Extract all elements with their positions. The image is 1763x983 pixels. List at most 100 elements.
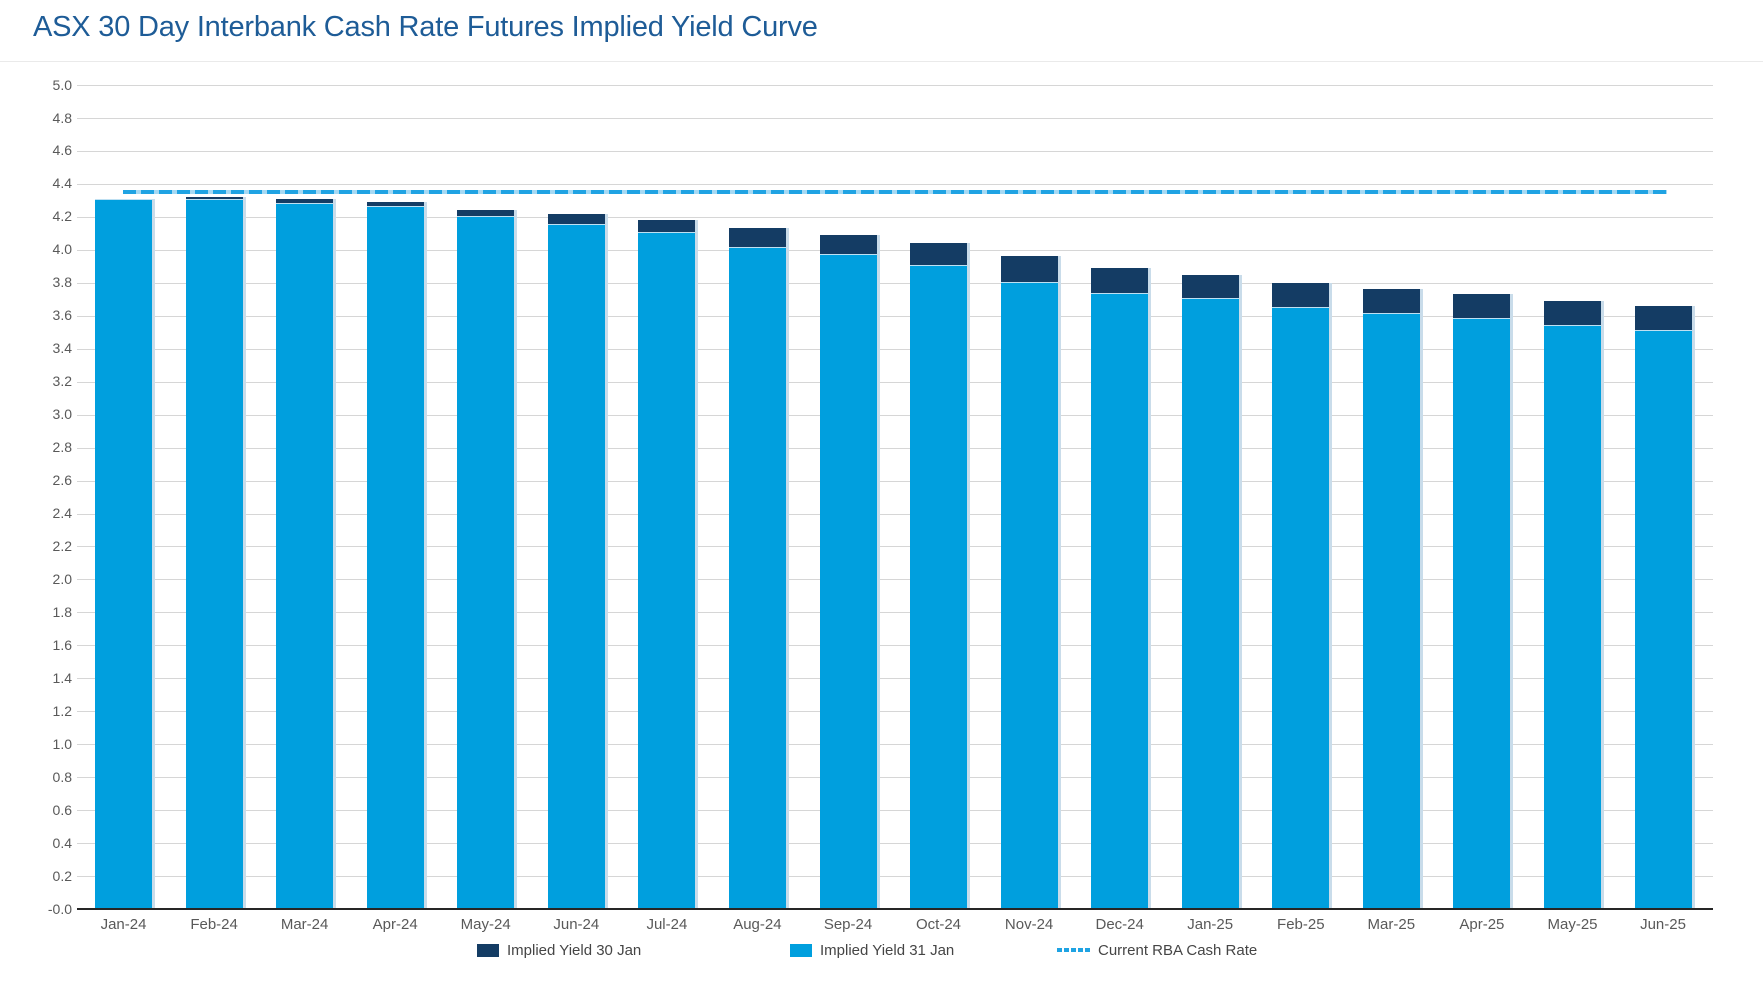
x-axis-tick-label: May-25 xyxy=(1547,916,1598,933)
legend-item-implied-yield-31-jan: Implied Yield 31 Jan xyxy=(790,941,954,959)
bar-implied-yield-31-jan-may-25 xyxy=(1544,324,1601,909)
title-divider xyxy=(0,61,1763,62)
legend-label-rba-cash-rate: Current RBA Cash Rate xyxy=(1098,941,1258,959)
bar-implied-yield-31-jan-dec-24 xyxy=(1091,293,1149,909)
y-axis-tick-label: 1.0 xyxy=(52,735,72,752)
x-axis-tick-label: Apr-25 xyxy=(1459,916,1505,933)
x-axis-tick-label: Feb-24 xyxy=(190,916,238,933)
y-axis-tick-label: 3.6 xyxy=(52,307,72,324)
x-axis-tick-label: Apr-24 xyxy=(372,916,418,933)
gridline xyxy=(77,744,1713,746)
bar-implied-yield-31-jan-jun-25 xyxy=(1634,329,1692,909)
y-axis-tick-label: 1.2 xyxy=(52,702,72,719)
y-axis-tick-label: 4.6 xyxy=(52,142,72,159)
bar-implied-yield-31-jan-jun-24 xyxy=(547,224,605,909)
x-axis-tick-label: Jun-25 xyxy=(1640,916,1686,933)
y-axis-tick-label: 3.8 xyxy=(52,274,72,291)
y-axis-tick-label: 2.0 xyxy=(52,570,72,587)
bar-implied-yield-31-jan-feb-25 xyxy=(1272,306,1330,909)
chart-title: ASX 30 Day Interbank Cash Rate Futures I… xyxy=(33,11,818,43)
gridline xyxy=(77,513,1713,515)
gridline xyxy=(77,447,1713,449)
y-axis-tick-label: 4.2 xyxy=(52,208,72,225)
x-axis-tick-label: Jun-24 xyxy=(553,916,600,933)
y-axis-tick-label: 2.8 xyxy=(52,439,72,456)
x-axis-tick-label: Mar-24 xyxy=(280,916,329,933)
x-axis-tick-label: Jul-24 xyxy=(646,916,688,933)
gridline xyxy=(77,612,1713,614)
y-axis-tick-label: 3.2 xyxy=(52,373,72,390)
y-axis-tick-label: 2.4 xyxy=(52,505,72,521)
y-axis-tick-label: 4.4 xyxy=(52,175,72,192)
y-axis-tick-label: 5.0 xyxy=(52,76,72,93)
gridline xyxy=(77,678,1713,680)
x-axis-tick-label: Oct-24 xyxy=(915,916,961,933)
legend-swatch-implied-yield-31-jan xyxy=(790,943,812,957)
bar-implied-yield-31-jan-feb-24 xyxy=(185,199,243,909)
y-axis-tick-label: 2.2 xyxy=(52,537,72,554)
x-axis-tick-label: Aug-24 xyxy=(733,916,782,933)
bar-implied-yield-31-jan-sep-24 xyxy=(819,253,877,909)
legend-item-implied-yield-30-jan: Implied Yield 30 Jan xyxy=(477,941,641,959)
y-axis-tick-label: 0.8 xyxy=(52,768,72,785)
gridline xyxy=(77,546,1713,548)
x-axis-tick-label: Mar-25 xyxy=(1367,916,1416,933)
bar-implied-yield-31-jan-nov-24 xyxy=(1000,281,1058,909)
bar-implied-yield-31-jan-jan-25 xyxy=(1181,298,1239,909)
bar-implied-yield-31-jan-oct-24 xyxy=(910,265,967,909)
legend-item-rba-cash-rate: Current RBA Cash Rate xyxy=(1057,941,1257,959)
bar-implied-yield-31-jan-mar-24 xyxy=(276,202,334,909)
y-axis-tick-label: 2.6 xyxy=(52,472,72,488)
gridline xyxy=(77,711,1713,713)
x-axis-tick-label: Feb-25 xyxy=(1277,916,1325,933)
legend-label-implied-yield-31-jan: Implied Yield 31 Jan xyxy=(820,941,955,959)
bar-implied-yield-31-jan-may-24 xyxy=(457,215,515,909)
x-axis-tick-label: Sep-24 xyxy=(823,916,873,933)
gridline xyxy=(77,183,1713,185)
gridline xyxy=(77,150,1713,152)
gridline xyxy=(77,249,1713,251)
y-axis-tick-label: 1.6 xyxy=(52,636,72,653)
gridline xyxy=(77,118,1713,119)
y-axis-tick-label: 4.8 xyxy=(52,109,72,126)
y-axis-tick-label: 4.0 xyxy=(52,241,72,258)
gridline xyxy=(77,810,1713,812)
y-axis-tick-label: 3.4 xyxy=(52,340,72,357)
bar-implied-yield-31-jan-mar-25 xyxy=(1362,313,1420,909)
y-axis-tick-label: 0.4 xyxy=(52,834,72,851)
bar-implied-yield-31-jan-apr-24 xyxy=(366,206,424,909)
y-axis-tick-label: 1.8 xyxy=(52,603,72,620)
y-axis-tick-label: 0.2 xyxy=(52,867,72,884)
x-axis-baseline xyxy=(77,908,1713,910)
gridline xyxy=(77,381,1713,383)
gridline xyxy=(77,216,1713,218)
gridline xyxy=(77,282,1713,284)
gridline xyxy=(77,348,1713,350)
gridline xyxy=(77,876,1713,877)
x-axis-tick-label: Dec-24 xyxy=(1095,916,1144,933)
bar-implied-yield-31-jan-aug-24 xyxy=(728,247,786,909)
gridline xyxy=(77,480,1713,482)
y-axis-tick-label: 0.6 xyxy=(52,801,72,818)
plot-area xyxy=(77,85,1713,909)
y-axis-tick-label: 3.0 xyxy=(52,406,72,423)
x-axis-tick-label: May-24 xyxy=(460,916,511,933)
gridline xyxy=(77,579,1713,581)
legend-label-implied-yield-30-jan: Implied Yield 30 Jan xyxy=(507,941,642,959)
x-axis-tick-label: Nov-24 xyxy=(1004,916,1054,933)
x-axis-tick-label: Jan-24 xyxy=(100,916,147,933)
y-axis-tick-label: -0.0 xyxy=(47,900,72,917)
y-axis-tick-label: 1.4 xyxy=(52,669,72,686)
x-axis-tick-label: Jan-25 xyxy=(1187,916,1234,933)
gridline xyxy=(77,85,1713,86)
legend-swatch-rba-cash-rate-dashed-line xyxy=(1057,948,1090,952)
gridline xyxy=(77,843,1713,845)
rba-cash-rate-dashed-line xyxy=(123,190,1667,195)
bar-implied-yield-31-jan-jul-24 xyxy=(638,232,696,909)
gridline xyxy=(77,414,1713,416)
gridline xyxy=(77,777,1713,779)
legend-swatch-implied-yield-30-jan xyxy=(477,943,499,957)
bar-implied-yield-31-jan-apr-25 xyxy=(1453,318,1511,909)
gridline xyxy=(77,645,1713,647)
